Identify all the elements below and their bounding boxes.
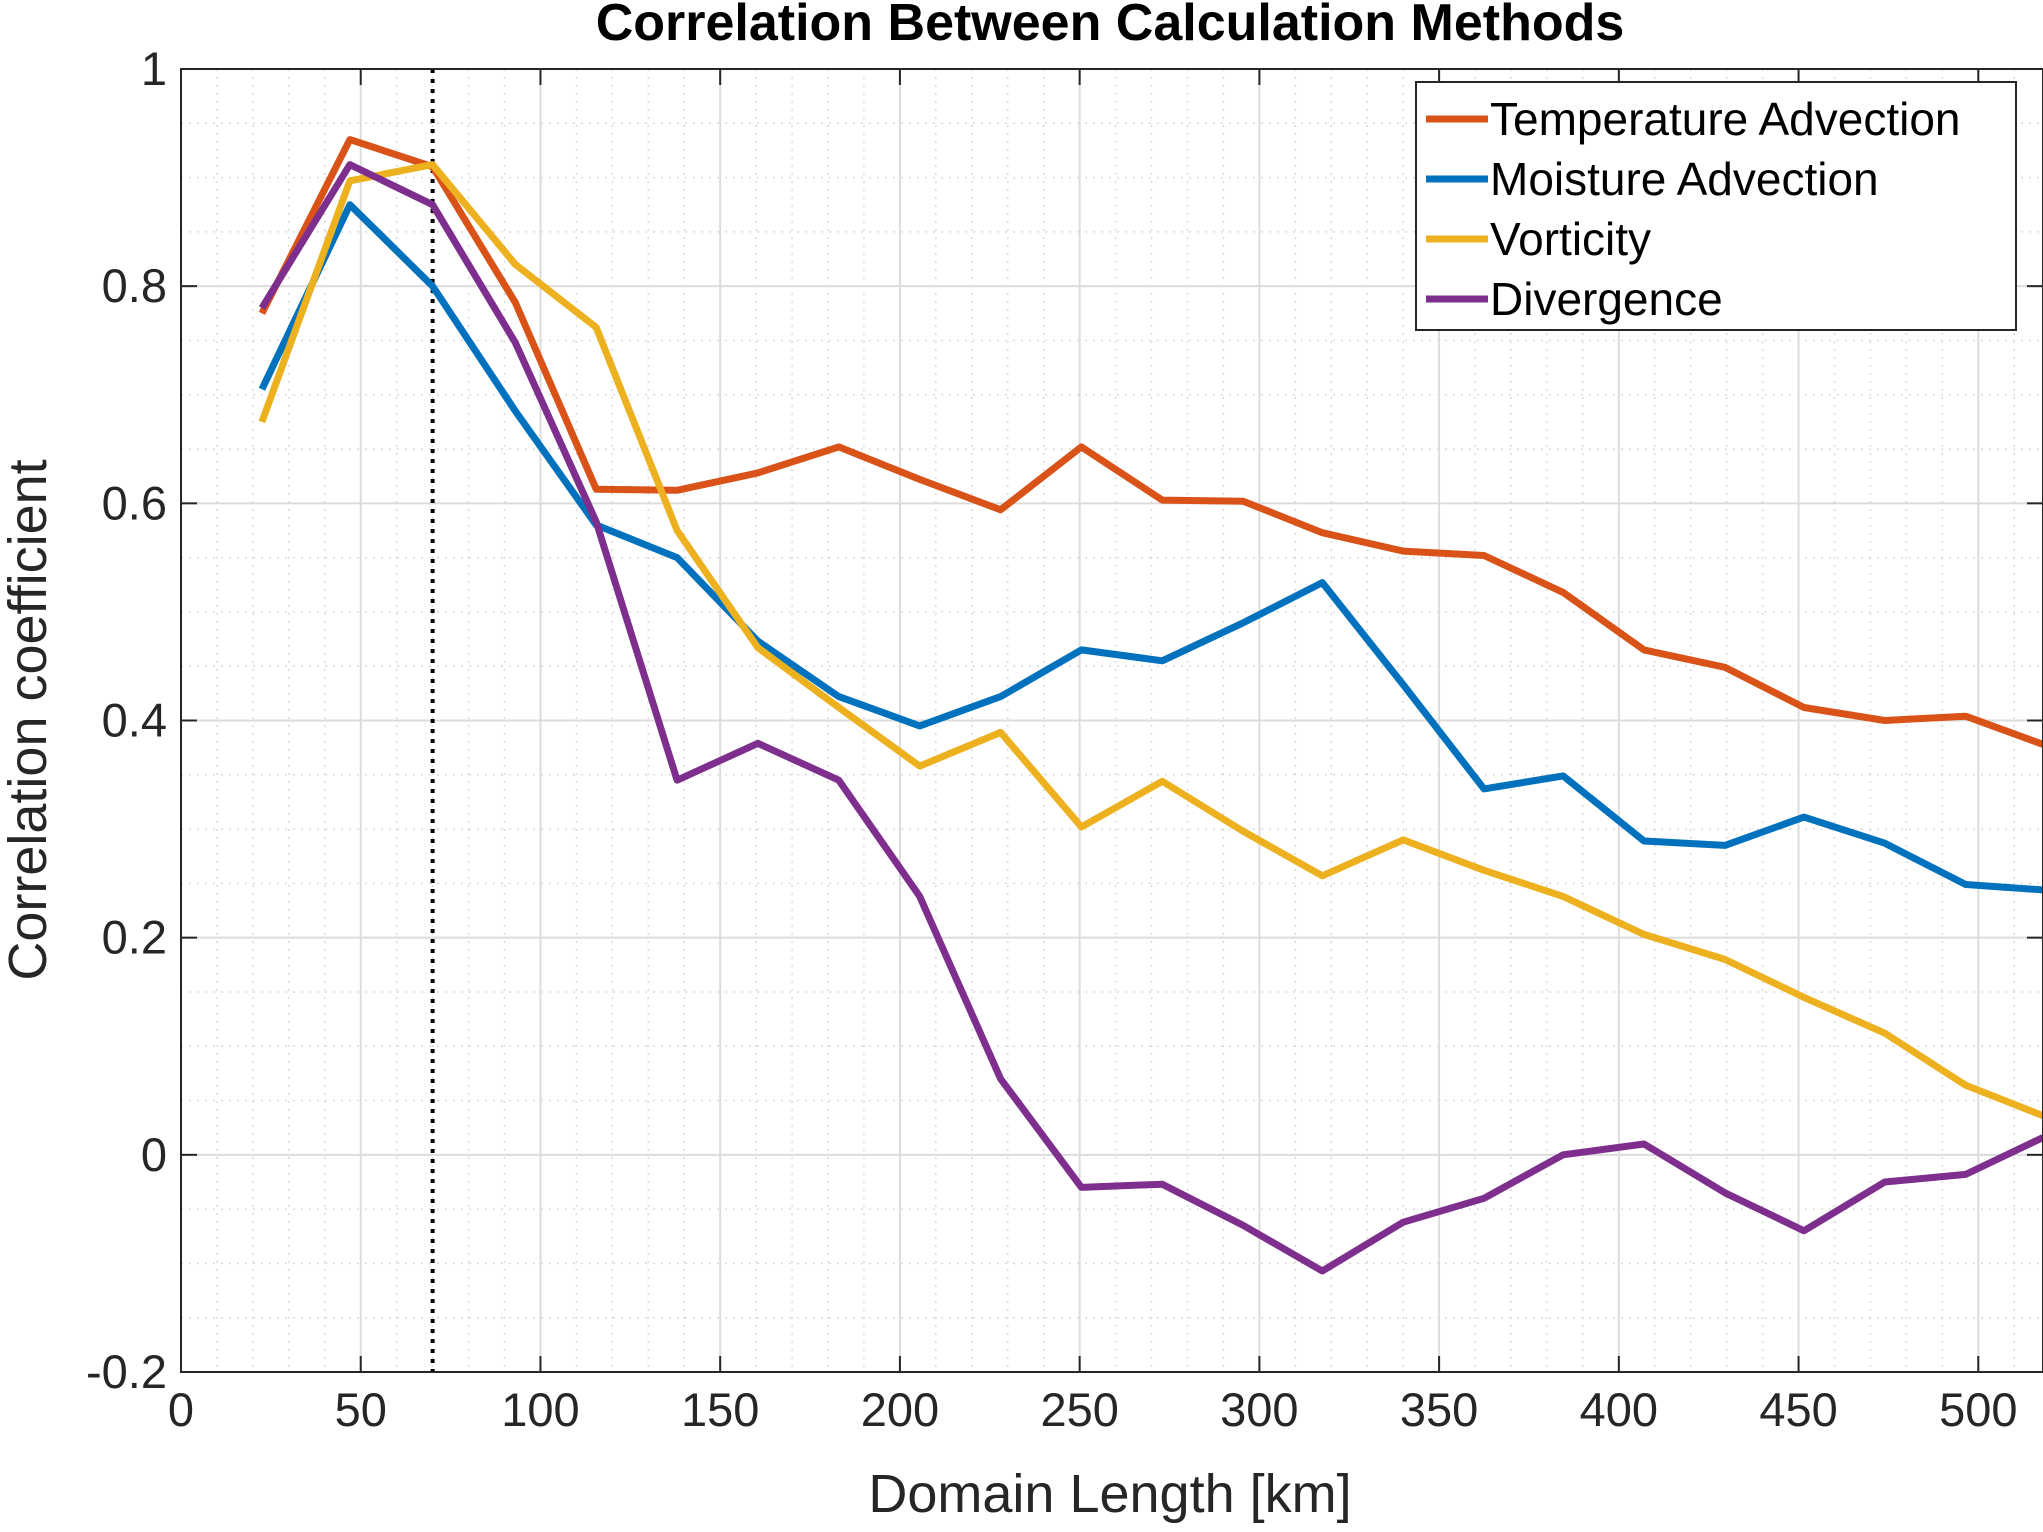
x-tick-label: 200: [861, 1383, 939, 1436]
axes: [180, 68, 2043, 1373]
series-line-temperature-advection: [258, 136, 2043, 748]
tick-labels: 0 50 100 150 200 250 300 350 400 450 500-0.200.20.…: [86, 42, 2018, 1436]
series-layer: [258, 136, 2043, 1275]
x-tick-label: 250: [1040, 1383, 1118, 1436]
legend: Temperature Advection Moisture Advection V…: [1415, 81, 2017, 331]
legend-label: Moisture Advection: [1490, 153, 1879, 205]
y-tick-label: 1: [141, 42, 167, 95]
legend-box: [1415, 81, 2017, 331]
y-tick-label: 0.4: [102, 694, 167, 747]
y-axis-label: Correlation coefficient: [0, 459, 58, 980]
x-tick-label: 50: [335, 1383, 387, 1436]
y-tick-label: 0: [141, 1128, 167, 1181]
y-tick-label: 0.2: [102, 911, 167, 964]
legend-label: Temperature Advection: [1490, 93, 1961, 145]
y-tick-label: 0.6: [102, 476, 167, 529]
y-tick-label: -0.2: [86, 1345, 167, 1398]
series-line-divergence: [258, 161, 2043, 1275]
x-tick-label: 300: [1220, 1383, 1298, 1436]
x-tick-label: 0: [168, 1383, 194, 1436]
x-tick-label: 450: [1759, 1383, 1837, 1436]
x-tick-label: 400: [1580, 1383, 1658, 1436]
legend-label: Divergence: [1490, 273, 1723, 325]
x-tick-label: 350: [1400, 1383, 1478, 1436]
chart-title: Correlation Between Calculation Methods: [596, 0, 1625, 52]
x-tick-label: 500: [1939, 1383, 2017, 1436]
legend-label: Vorticity: [1490, 213, 1651, 265]
series-line-vorticity: [258, 161, 2043, 1119]
x-tick-label: 100: [501, 1383, 579, 1436]
series-line-moisture-advection: [258, 201, 2043, 894]
x-axis-label: Domain Length [km]: [868, 1464, 1351, 1524]
x-tick-label: 150: [681, 1383, 759, 1436]
y-tick-label: 0.8: [102, 259, 167, 312]
